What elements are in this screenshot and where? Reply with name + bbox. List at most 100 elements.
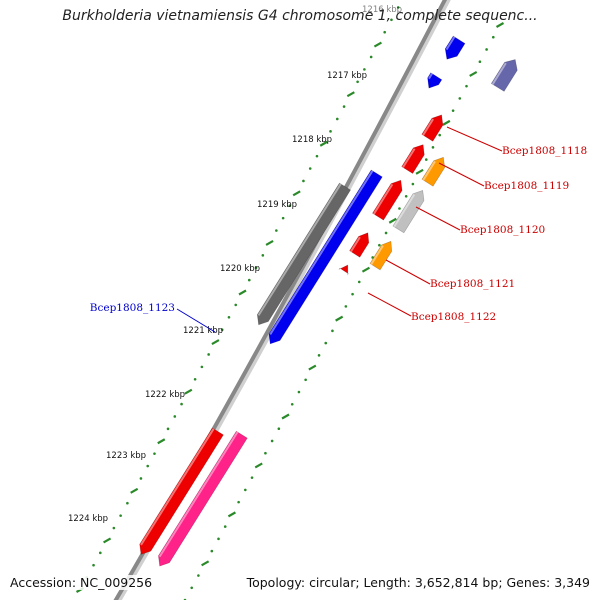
gene-label[interactable]: Bcep1808_1120 xyxy=(460,224,545,236)
tick-dot xyxy=(180,402,183,406)
tick-dot xyxy=(99,551,102,555)
gene-arrow[interactable] xyxy=(369,240,393,271)
gene-arrow-highlight xyxy=(422,118,434,136)
gene-label[interactable]: Bcep1808_1123 xyxy=(90,302,175,314)
tick-mark-major xyxy=(103,537,112,544)
tick-dot xyxy=(315,154,319,158)
tick-mark-major xyxy=(292,190,301,197)
tick-dot xyxy=(351,292,354,296)
gene-arrow[interactable] xyxy=(421,114,444,142)
gene-label[interactable]: Bcep1808_1121 xyxy=(430,278,515,290)
gene-arrow[interactable] xyxy=(401,144,425,174)
tick-dot xyxy=(331,329,334,333)
gene-arrow-highlight xyxy=(158,431,239,558)
tick-dot xyxy=(247,278,251,282)
tick-dot xyxy=(491,35,495,39)
gene-arrow[interactable] xyxy=(392,189,425,234)
gene-callouts: Bcep1808_1118 Bcep1808_1119 Bcep1808_1120 B… xyxy=(90,126,587,333)
genes-label: Genes: xyxy=(506,575,551,590)
tick-dot xyxy=(290,402,294,406)
tick-dot xyxy=(119,514,122,517)
tick-label: 1223 kbp xyxy=(106,451,146,461)
gene-arrow[interactable] xyxy=(421,156,446,187)
tick-dot xyxy=(357,280,361,284)
gene-arrow[interactable] xyxy=(444,35,466,60)
gene-arrow[interactable] xyxy=(490,59,518,92)
gene-label[interactable]: Bcep1808_1122 xyxy=(411,311,496,323)
tick-dot xyxy=(411,182,415,186)
gene-arrow-body xyxy=(369,240,393,271)
topology-info: Topology: circular; Length: 3,652,814 bp… xyxy=(246,575,590,590)
genes-value: 3,349 xyxy=(554,575,590,590)
tick-mark-major xyxy=(469,70,478,77)
tick-labels: 1216 kbp 1217 kbp 1218 kbp 1219 kbp 1220 kbp… xyxy=(68,5,402,524)
gene-arrow[interactable] xyxy=(139,427,224,555)
tick-mark-major xyxy=(265,239,274,246)
gene-arrow[interactable] xyxy=(268,169,383,345)
callout-line xyxy=(176,308,216,333)
tick-dot xyxy=(207,353,210,356)
tick-dot xyxy=(384,231,388,235)
gene-arrow[interactable] xyxy=(427,72,443,89)
gene-arrow-body xyxy=(490,59,518,92)
gene-arrow[interactable] xyxy=(338,264,349,276)
tick-dot xyxy=(438,133,441,137)
tick-mark-major xyxy=(308,364,317,371)
tick-dot xyxy=(363,68,366,71)
tick-dot xyxy=(304,378,307,382)
topology-value: circular xyxy=(309,575,356,590)
gene-label[interactable]: Bcep1808_1118 xyxy=(502,145,587,157)
gene-arrow-body xyxy=(421,114,444,142)
gene-arrow-highlight xyxy=(393,193,416,228)
tick-mark-major xyxy=(157,438,166,445)
tick-dot xyxy=(317,354,321,357)
tick-dot xyxy=(383,30,386,34)
gene-arrow-body xyxy=(444,35,466,60)
gene-arrow-body xyxy=(349,232,370,258)
tick-dot xyxy=(220,328,224,331)
map-title: Burkholderia vietnamiensis G4 chromosome… xyxy=(62,8,538,24)
tick-mark-major xyxy=(442,119,451,126)
gene-arrow-body xyxy=(427,72,443,89)
gene-arrow[interactable] xyxy=(256,182,351,326)
tick-label: 1220 kbp xyxy=(220,264,260,274)
tick-dot xyxy=(288,204,292,208)
topology-label: Topology: xyxy=(246,575,306,590)
gene-arrow-body xyxy=(392,189,425,234)
tick-dot xyxy=(424,158,428,161)
tick-mark-major xyxy=(319,140,328,147)
callout-line xyxy=(415,206,461,231)
tick-dot xyxy=(281,216,285,220)
gene-arrow-highlight xyxy=(350,236,361,253)
tick-dot xyxy=(190,586,194,590)
tick-dot xyxy=(173,415,177,418)
tick-mark-major xyxy=(211,339,220,346)
gene-arrow[interactable] xyxy=(158,430,248,567)
tick-label: 1217 kbp xyxy=(327,71,367,81)
tick-dot xyxy=(302,179,305,183)
tick-dot xyxy=(153,452,156,455)
gene-arrow-highlight xyxy=(140,428,215,546)
gene-arrow-body xyxy=(139,427,224,555)
tick-mark-major xyxy=(201,560,210,567)
gene-arrow-highlight xyxy=(370,245,384,265)
gene-arrow-highlight xyxy=(257,183,342,316)
tick-dot xyxy=(275,229,278,232)
gene-label[interactable]: Bcep1808_1119 xyxy=(484,180,569,192)
tick-dot xyxy=(329,130,332,133)
tick-dot xyxy=(324,341,328,345)
tick-dot xyxy=(451,109,455,112)
tick-dot xyxy=(146,464,150,468)
tick-dot xyxy=(197,574,200,577)
gene-arrow[interactable] xyxy=(372,179,403,221)
gene-arrow[interactable] xyxy=(349,232,370,258)
tick-dot xyxy=(254,266,258,270)
tick-mark-major xyxy=(388,217,397,224)
tick-dot xyxy=(465,84,468,88)
tick-dot xyxy=(261,254,265,257)
tick-label: 1219 kbp xyxy=(257,200,297,210)
gene-arrow-highlight xyxy=(428,73,433,80)
gene-arrow-highlight xyxy=(339,268,342,271)
tick-dot xyxy=(270,439,274,443)
tick-mark-major xyxy=(227,511,236,518)
